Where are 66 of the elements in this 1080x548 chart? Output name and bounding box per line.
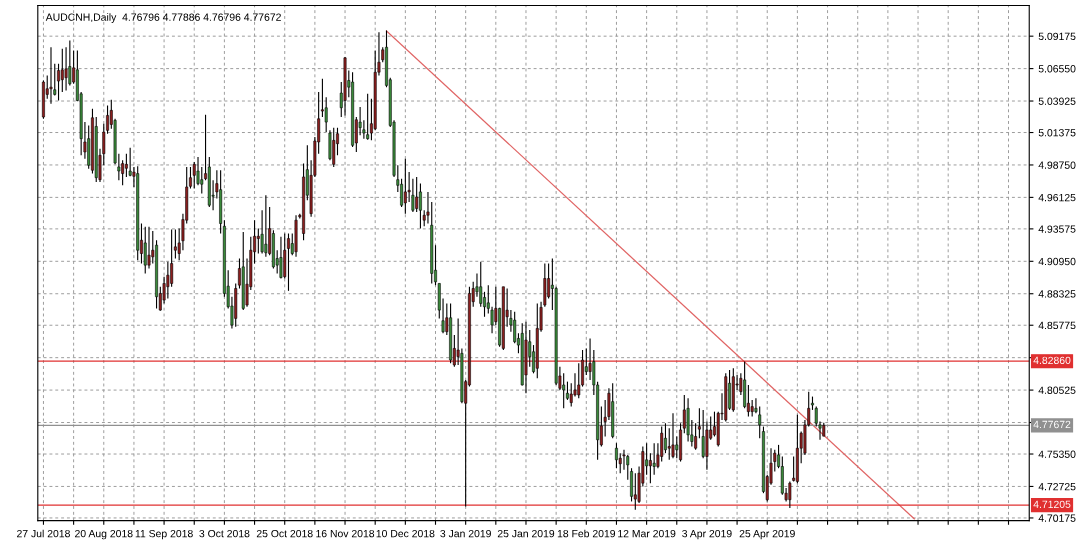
x-tick-label: 18 Feb 2019 [557,529,616,538]
y-tick-label: 5.03925 [1038,97,1076,105]
ref-line-label: 4.77672 [1033,420,1071,429]
candlestick [694,422,698,451]
candlestick [633,472,637,511]
y-tick-label: 4.93575 [1038,225,1076,233]
x-tick-label: 12 Mar 2019 [618,529,676,538]
y-tick-label: 4.90950 [1038,257,1076,266]
candlestick [121,159,125,186]
y-tick-label: 5.06550 [1038,65,1076,73]
candlestick [287,232,290,292]
candlestick [671,412,675,459]
y-tick-label: 5.01375 [1038,129,1076,137]
candlestick [366,93,370,141]
candlestick [143,226,147,274]
x-tick-label: 25 Jan 2019 [497,529,555,538]
candlestick [788,480,792,509]
candlestick [667,427,671,461]
x-tick-label: 3 Oct 2018 [199,529,250,538]
text: AUDCNH,Daily 4.76796 4.77886 4.76796 4.77672 [45,13,281,23]
y-tick-label: 4.72725 [1038,482,1076,491]
x-tick-label: 20 Aug 2018 [75,529,133,540]
ref-line-label: 4.71205 [1033,500,1071,509]
x-tick-label: 27 Jul 2018 [17,529,70,538]
candlestick [256,228,260,255]
y-tick-label: 4.70175 [1038,514,1076,522]
candlestick [758,406,762,439]
candlestick [626,454,630,481]
y-tick-label: 4.96125 [1038,193,1076,202]
x-tick-label: 25 Apr 2019 [739,529,795,540]
candlestick [279,236,283,280]
candlestick [147,226,151,270]
ref-line-label: 4.82860 [1033,356,1071,365]
x-tick-label: 3 Jan 2019 [440,529,491,538]
candlestick [332,127,336,168]
candlestick [403,158,407,215]
candlestick [173,229,177,260]
candlestick [615,442,618,469]
candlestick [400,178,404,208]
y-tick-label: 4.75350 [1038,450,1076,458]
candlestick [64,46,68,92]
y-tick-label: 4.88325 [1038,290,1076,298]
y-tick-label: 5.09175 [1038,32,1076,41]
candlestick [513,311,517,344]
y-tick-label: 4.98750 [1038,161,1076,169]
y-tick-label: 4.80525 [1038,386,1076,394]
candlestick [57,63,60,102]
y-tick-label: 4.85775 [1038,321,1076,330]
x-tick-label: 3 Apr 2019 [682,529,732,540]
candlestick [264,194,268,258]
x-tick-label: 11 Sep 2018 [135,529,193,540]
candlestick [49,46,53,105]
candlestick [124,153,128,178]
candlestick [192,161,196,190]
candlestick [652,442,656,476]
candlestick [415,176,419,213]
candlestick [648,452,652,484]
candlestick [701,409,705,459]
candlestick [68,40,72,86]
x-tick-label: 16 Nov 2018 [316,529,375,538]
candlestick [566,381,569,401]
x-tick-label: 10 Dec 2018 [376,529,435,538]
candlestick [630,467,633,503]
candlestick [418,183,422,230]
candlestick [664,422,667,454]
x-tick-label: 25 Oct 2018 [256,529,313,538]
